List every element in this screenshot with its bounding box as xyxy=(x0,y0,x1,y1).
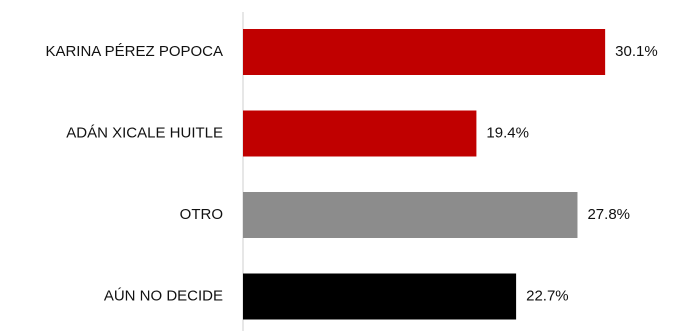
bar-2 xyxy=(243,192,578,238)
category-labels-group: KARINA PÉREZ POPOCA ADÁN XICALE HUITLE OTR… xyxy=(45,43,223,305)
bar-3 xyxy=(243,273,517,320)
bars-group xyxy=(243,29,606,320)
value-labels-group: 30.1% 19.4% 27.8% 22.7% xyxy=(486,43,657,305)
value-label: 19.4% xyxy=(486,124,529,141)
bar-0 xyxy=(243,29,606,75)
value-label: 22.7% xyxy=(526,287,569,304)
value-label: 30.1% xyxy=(615,43,658,60)
category-label: OTRO xyxy=(180,206,223,223)
category-label: KARINA PÉREZ POPOCA xyxy=(45,43,223,60)
bar-1 xyxy=(243,110,477,157)
category-label: ADÁN XICALE HUITLE xyxy=(66,124,223,141)
category-label: AÚN NO DECIDE xyxy=(104,287,223,304)
value-label: 27.8% xyxy=(587,206,630,223)
